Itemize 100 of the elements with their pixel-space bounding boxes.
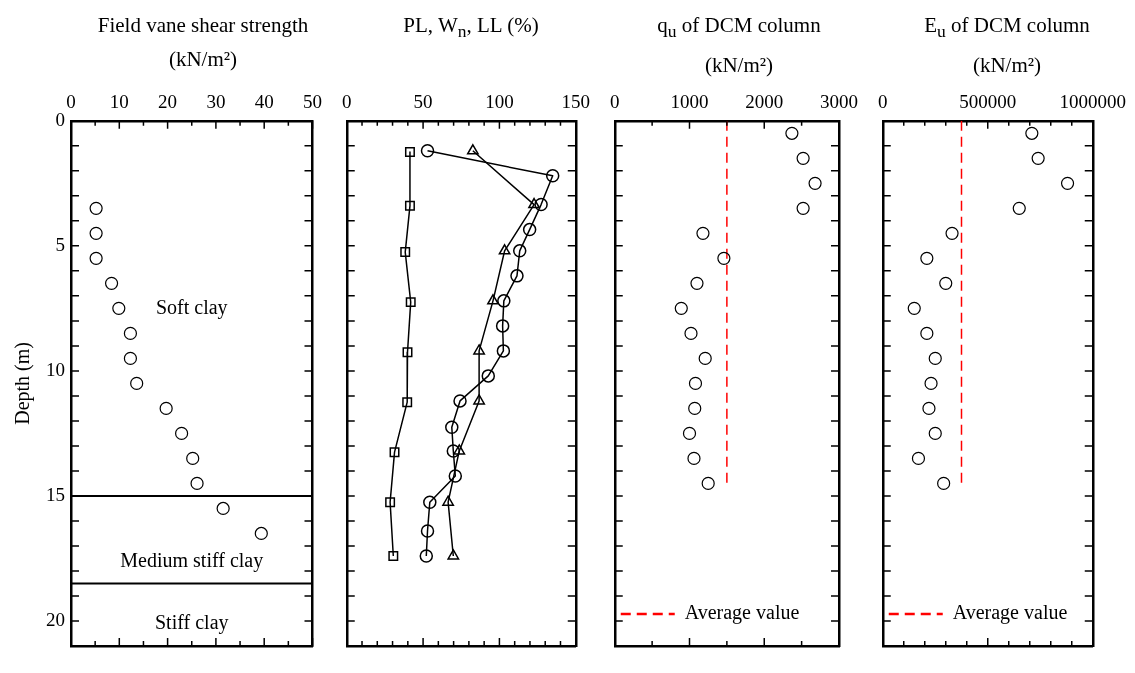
point [512,244,527,258]
chart-subtitle: (kN/m²) [703,52,775,80]
point [123,326,138,340]
point [920,251,934,265]
point [389,447,400,458]
annotation: Stiff clay [154,611,229,635]
x-tick-label: 1000000 [1059,91,1126,113]
x-tick-label: 0 [878,91,888,113]
point [104,276,119,290]
chart-title: E$_{u}$ of DCM column [923,12,1091,44]
point [420,524,435,538]
point [453,444,466,455]
x-tick-label: 20 [158,91,178,113]
point [945,226,959,240]
point [487,294,499,305]
point [254,526,268,541]
point [404,200,415,211]
point [690,276,704,290]
point [1012,201,1026,215]
point [89,251,103,265]
chart-title: PL, W$_{n}$, LL (%) [402,12,540,44]
point [404,147,415,158]
y-tick-label: 15 [46,483,65,505]
y-tick-label: 20 [46,608,65,630]
y-tick-label: 10 [46,358,65,380]
point [466,144,479,155]
x-tick-label: 0 [610,91,620,113]
point [498,244,511,255]
point [186,451,200,466]
point [1025,126,1039,140]
legend-label: Average value [952,601,1068,625]
point [510,269,524,283]
point [688,401,702,416]
point [159,401,173,416]
point [123,351,138,365]
point [682,426,697,441]
x-tick-label: 0 [342,91,352,113]
point [534,197,548,212]
x-tick-label: 2000 [745,91,784,113]
point [808,176,822,190]
point [497,294,511,308]
annotation: Soft clay [155,295,228,319]
point [785,126,799,140]
point [674,301,688,315]
x-tick-label: 1000 [670,91,709,113]
point [473,394,486,405]
point [796,151,810,165]
point [698,351,712,365]
point [420,144,435,158]
x-tick-label: 40 [254,91,274,113]
point [687,451,701,466]
point [388,550,399,561]
chart-title: Field vane shear strength [96,12,310,39]
point [1060,176,1075,190]
point [473,344,486,355]
point [522,222,537,237]
point [717,251,731,265]
point [495,319,510,333]
point [175,426,189,441]
point [216,501,230,516]
legend-label: Average value [684,601,800,625]
point [701,476,715,491]
x-tick-label: 30 [206,91,226,113]
chart-title: q$_{u}$ of DCM column [656,12,822,44]
y-tick-label: 5 [55,233,65,255]
point [402,397,413,408]
point [445,420,459,434]
point [545,169,560,183]
point [385,497,396,508]
point [405,297,416,308]
point [907,301,921,315]
x-tick-label: 500000 [959,91,1017,113]
x-tick-label: 10 [109,91,129,113]
point [400,247,411,258]
point [112,301,126,315]
point [448,469,463,483]
point [89,201,103,215]
point [796,201,810,215]
point [911,451,926,466]
point [528,197,541,209]
point [928,351,942,365]
x-tick-label: 100 [485,91,514,113]
point [419,549,434,563]
chart-subtitle: (kN/m²) [971,52,1043,80]
x-tick-label: 50 [413,91,433,113]
y-tick-label: 0 [55,108,65,130]
point [190,476,204,491]
point [922,401,936,416]
point [924,376,938,390]
point [696,226,710,240]
point [447,549,460,560]
point [684,326,698,340]
point [688,376,703,390]
point [446,444,461,458]
annotation: Medium stiff clay [120,548,264,572]
y-axis-title: Depth (m) [11,342,35,425]
x-tick-label: 150 [561,91,590,113]
point [928,426,942,441]
point [130,376,144,390]
point [1031,151,1045,165]
